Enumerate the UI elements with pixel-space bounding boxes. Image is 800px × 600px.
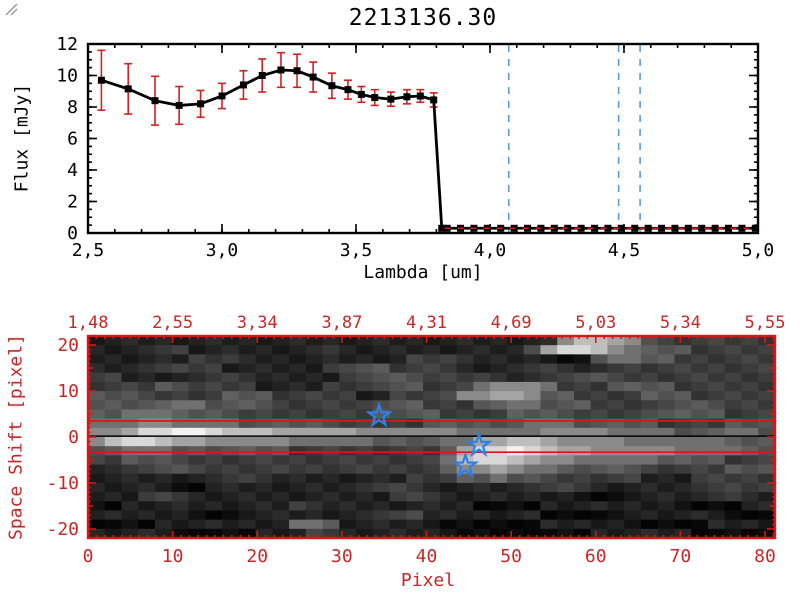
spectral-image: [88, 336, 776, 539]
svg-text:5,55: 5,55: [745, 313, 786, 333]
pixel-axis-label: Pixel: [400, 570, 456, 591]
svg-text:4,5: 4,5: [608, 240, 641, 261]
svg-text:4: 4: [67, 160, 78, 181]
svg-text:60: 60: [585, 546, 607, 567]
black-axes-tick-labels: 2,5 3,0 3,5 4,0 4,5 5,0 0 2 4 6 8 10 12: [56, 34, 774, 261]
svg-text:8: 8: [67, 97, 78, 118]
svg-text:2,55: 2,55: [152, 313, 193, 333]
svg-text:4,31: 4,31: [406, 313, 447, 333]
svg-text:3,0: 3,0: [206, 240, 239, 261]
svg-text:3,34: 3,34: [237, 313, 278, 333]
svg-text:0: 0: [67, 223, 78, 244]
red-axes-frame: [86, 334, 777, 540]
svg-text:2,5: 2,5: [72, 240, 105, 261]
svg-text:12: 12: [56, 34, 78, 55]
flux-curve: [97, 66, 759, 232]
svg-text:2: 2: [67, 192, 78, 213]
svg-text:20: 20: [57, 335, 79, 356]
svg-text:4,69: 4,69: [491, 313, 532, 333]
error-bars: [97, 49, 438, 126]
plot-title: 2213136.30: [348, 5, 498, 31]
svg-text:20: 20: [246, 546, 268, 567]
svg-text:50: 50: [500, 546, 522, 567]
svg-text:1,48: 1,48: [68, 313, 109, 333]
svg-text:40: 40: [416, 546, 438, 567]
svg-text:0: 0: [68, 427, 79, 448]
spectral-image-overlays: [88, 420, 775, 454]
svg-text:-10: -10: [46, 473, 79, 494]
svg-text:5,0: 5,0: [742, 240, 775, 261]
red-axes-tick-labels: 1,48 0 2,55 10 3,34 20 3,87 30 4,31 40 4,69 50 5,03 6…: [46, 313, 785, 567]
lambda-axis-label: Lambda [um]: [363, 262, 483, 283]
svg-text:70: 70: [670, 546, 692, 567]
svg-text:3,5: 3,5: [340, 240, 373, 261]
star-markers: [365, 401, 493, 478]
svg-text:4,0: 4,0: [474, 240, 507, 261]
svg-text:5,03: 5,03: [575, 313, 616, 333]
svg-text:0: 0: [83, 546, 94, 567]
svg-text:10: 10: [57, 381, 79, 402]
black-axes-frame: [86, 42, 760, 235]
svg-text:10: 10: [56, 66, 78, 87]
svg-text:6: 6: [67, 129, 78, 150]
svg-text:10: 10: [162, 546, 184, 567]
svg-text:3,87: 3,87: [321, 313, 362, 333]
blue-dashed-lines: [507, 45, 641, 232]
resize-grip[interactable]: [0, 0, 18, 16]
svg-text:5,34: 5,34: [660, 313, 701, 333]
svg-text:80: 80: [754, 546, 776, 567]
svg-text:-20: -20: [46, 519, 79, 540]
svg-text:30: 30: [331, 546, 353, 567]
